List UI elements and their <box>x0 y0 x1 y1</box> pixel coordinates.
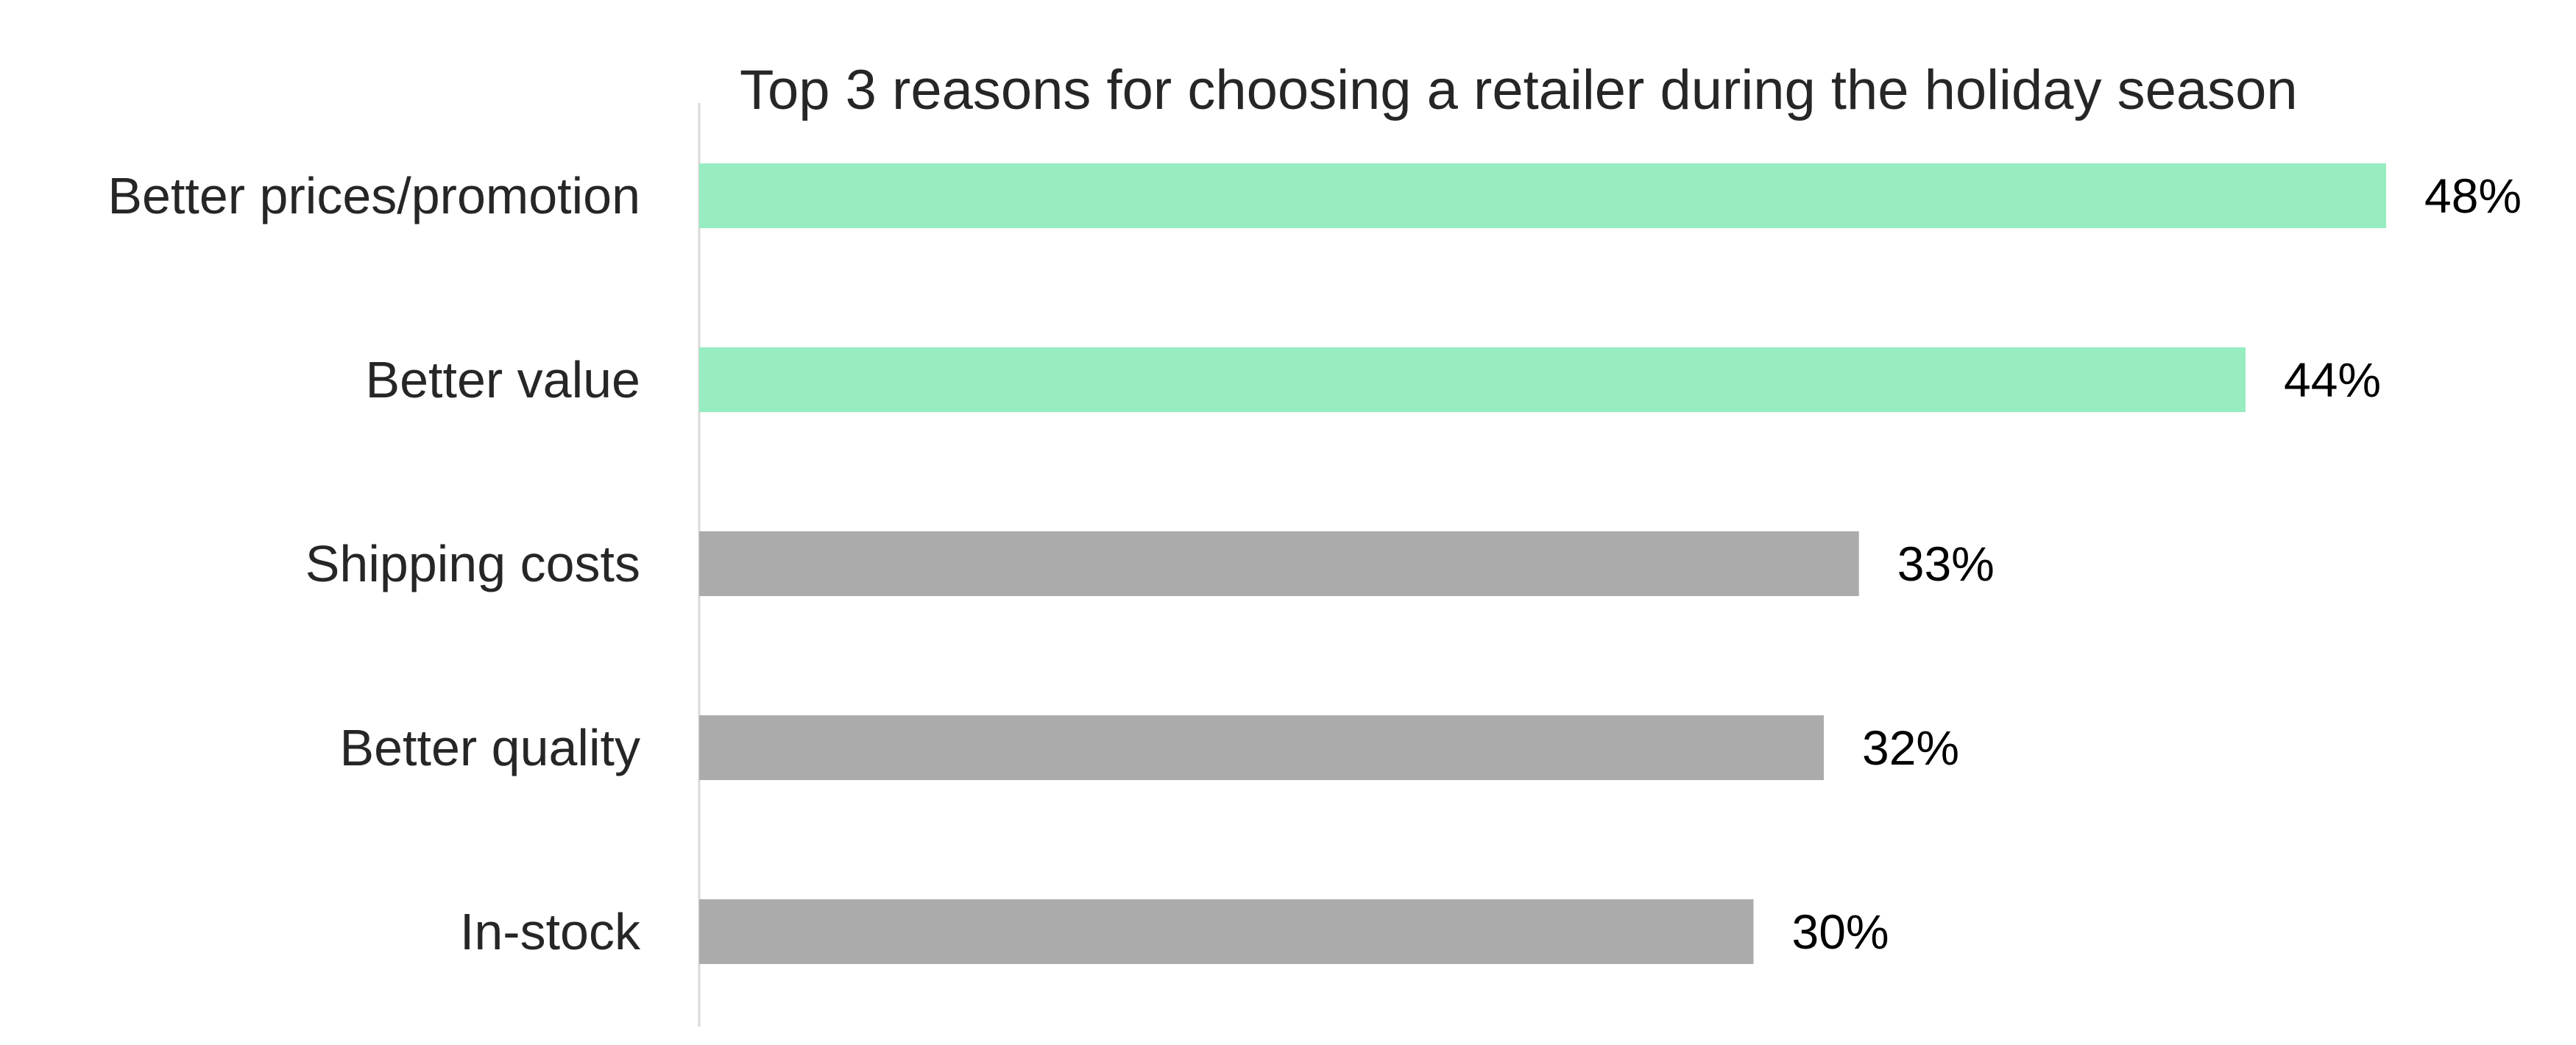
chart-title: Top 3 reasons for choosing a retailer du… <box>740 59 2298 121</box>
category-label-in-stock: In-stock <box>460 903 641 960</box>
bar-better-quality <box>699 715 1824 780</box>
category-label-shipping-costs: Shipping costs <box>305 535 640 592</box>
bar-shipping-costs <box>699 531 1859 596</box>
value-label-shipping-costs: 33% <box>1897 536 1995 591</box>
bars-group: Better prices/promotion 48% Better value 44… <box>107 163 2522 964</box>
bar-better-prices-promotion <box>699 163 2386 228</box>
value-label-better-value: 44% <box>2284 353 2381 407</box>
category-label-better-value: Better value <box>365 351 640 408</box>
bar-better-value <box>699 347 2246 412</box>
value-label-better-quality: 32% <box>1862 720 1959 775</box>
value-label-better-prices-promotion: 48% <box>2424 169 2522 223</box>
category-label-better-prices-promotion: Better prices/promotion <box>107 167 640 224</box>
value-label-in-stock: 30% <box>1792 904 1889 959</box>
category-label-better-quality: Better quality <box>339 719 640 776</box>
bar-in-stock <box>699 899 1754 964</box>
